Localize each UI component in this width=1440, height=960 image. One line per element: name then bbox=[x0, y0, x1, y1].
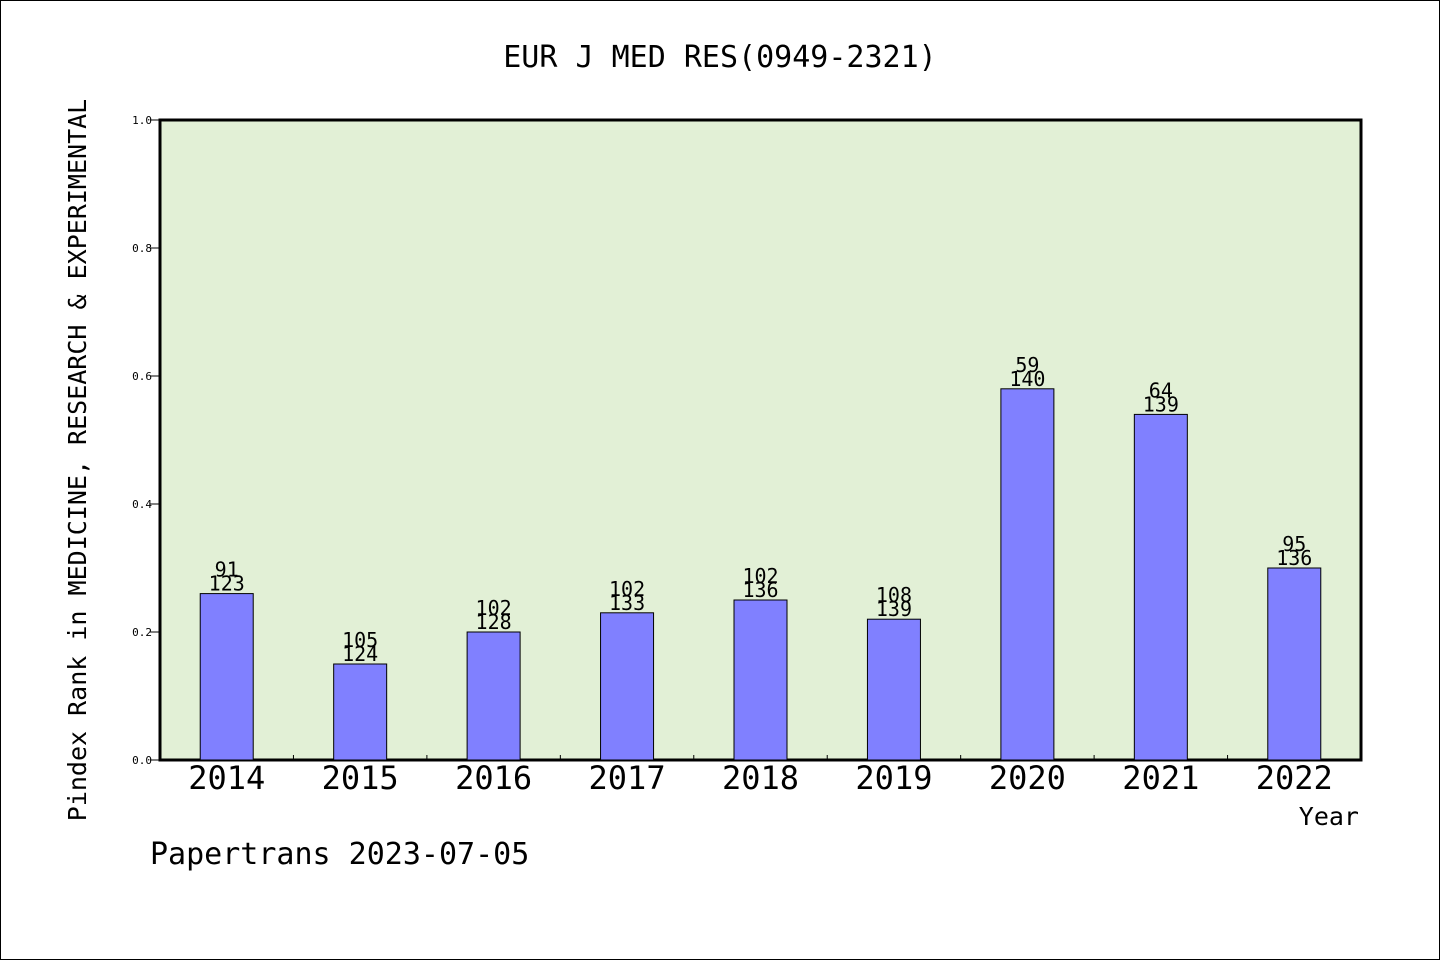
bar-label-bottom-2019: 139 bbox=[876, 597, 912, 621]
bar-2020 bbox=[1000, 388, 1055, 761]
bar-label-bottom-2017: 133 bbox=[609, 591, 645, 615]
y-tick-label: 0.4 bbox=[132, 498, 152, 511]
bar-label-bottom-2014: 123 bbox=[209, 572, 245, 596]
x-tick-label-2019: 2019 bbox=[855, 759, 932, 797]
x-tick-label-2022: 2022 bbox=[1256, 759, 1333, 797]
bar-2014 bbox=[199, 593, 254, 761]
chart-title: EUR J MED RES(0949-2321) bbox=[503, 40, 936, 75]
y-tick-label: 0.6 bbox=[132, 370, 152, 383]
bar-label-bottom-2020: 140 bbox=[1009, 367, 1045, 391]
x-tick-label-2021: 2021 bbox=[1122, 759, 1199, 797]
bar-label-top-2019: 108 bbox=[876, 583, 912, 607]
x-tick-label-2018: 2018 bbox=[722, 759, 799, 797]
bar-label-bottom-2015: 124 bbox=[342, 642, 378, 666]
bar-label-top-2014: 91 bbox=[215, 558, 239, 582]
x-tick-label-2014: 2014 bbox=[188, 759, 265, 797]
y-tick-label: 0.2 bbox=[132, 626, 152, 639]
bar-2017 bbox=[600, 612, 655, 761]
y-tick-label: 0.8 bbox=[132, 242, 152, 255]
bar-2018 bbox=[733, 599, 788, 761]
bar-label-top-2016: 102 bbox=[476, 596, 512, 620]
y-axis-label: Pindex Rank in MEDICINE, RESEARCH & EXPE… bbox=[63, 99, 92, 821]
bar-label-top-2017: 102 bbox=[609, 577, 645, 601]
bar-label-bottom-2021: 139 bbox=[1143, 392, 1179, 416]
x-tick-label-2015: 2015 bbox=[322, 759, 399, 797]
y-tick-label: 0.0 bbox=[132, 754, 152, 767]
bar-label-bottom-2016: 128 bbox=[476, 610, 512, 634]
x-tick-label-2016: 2016 bbox=[455, 759, 532, 797]
bar-2016 bbox=[466, 631, 521, 761]
x-tick-label-2017: 2017 bbox=[589, 759, 666, 797]
bar-label-top-2021: 64 bbox=[1149, 378, 1173, 402]
bar-label-top-2018: 102 bbox=[742, 564, 778, 588]
axis-ticks: 2014 2015 2016 2017 2018 2019 2020 2021 2022 0.0 0… bbox=[132, 114, 1333, 797]
bar-label-bottom-2018: 136 bbox=[742, 578, 778, 602]
x-axis-label: Year bbox=[1299, 802, 1359, 831]
y-tick-label: 1.0 bbox=[132, 114, 152, 127]
bar-label-top-2015: 105 bbox=[342, 628, 378, 652]
x-tick-label-2020: 2020 bbox=[989, 759, 1066, 797]
bar-label-bottom-2022: 136 bbox=[1276, 546, 1312, 570]
footer-credit: Papertrans 2023-07-05 bbox=[150, 837, 529, 872]
bar-2021 bbox=[1133, 413, 1188, 761]
bar-label-top-2022: 95 bbox=[1282, 532, 1306, 556]
bar-2019 bbox=[866, 618, 921, 761]
bar-label-top-2020: 59 bbox=[1015, 353, 1039, 377]
bar-2022 bbox=[1267, 567, 1322, 761]
bar-2015 bbox=[333, 663, 388, 761]
